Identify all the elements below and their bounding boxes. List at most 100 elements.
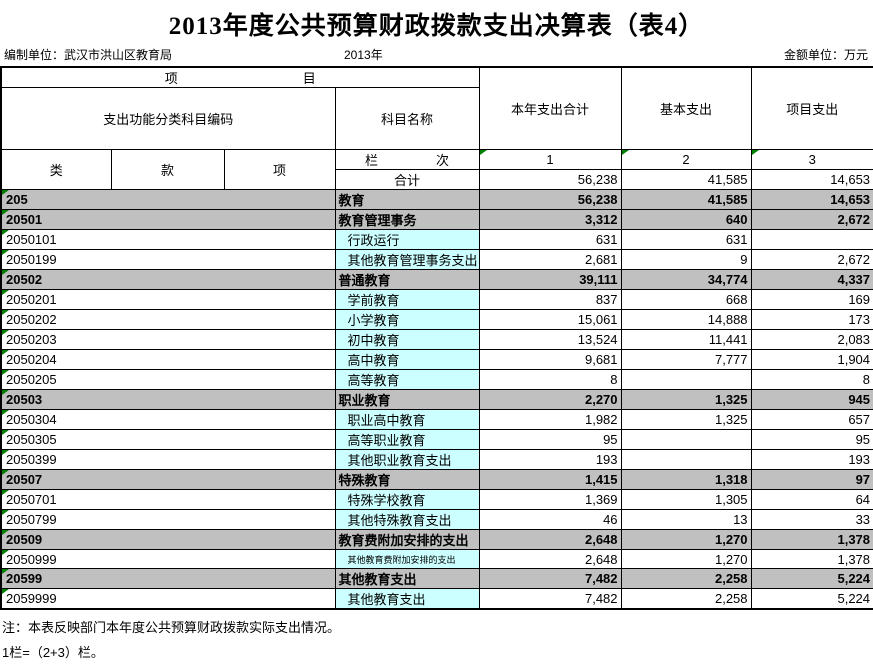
row-code: 2050202	[6, 312, 57, 327]
header-project-right: 目	[302, 71, 316, 86]
header-item-label: 项	[223, 149, 336, 190]
amount-cell: 14,653	[750, 189, 873, 210]
subject-name-cell: 其他教育费附加安排的支出	[334, 549, 480, 569]
number-as-text-indicator-icon	[2, 470, 9, 475]
subject-name-cell: 教育管理事务	[334, 209, 480, 230]
year-label: 2013年	[344, 48, 383, 62]
row-code: 2050204	[6, 352, 57, 367]
table-row: 2050199 其他教育管理事务支出 2,681 9 2,672	[0, 249, 873, 270]
row-code: 2050101	[6, 232, 57, 247]
row-code: 20501	[6, 212, 43, 227]
number-as-text-indicator-icon	[2, 290, 9, 295]
row-code-cell: 2050203	[0, 329, 336, 350]
amount-cell: 2,672	[750, 209, 873, 230]
subject-name-cell: 特殊学校教育	[334, 489, 480, 510]
subject-name-cell: 初中教育	[334, 329, 480, 350]
amount-cell: 1,325	[620, 409, 752, 430]
header-class-label: 类	[0, 149, 112, 190]
amount-cell: 668	[620, 289, 752, 310]
table-row: 2050799 其他特殊教育支出 46 13 33	[0, 509, 873, 530]
amount-cell: 13,524	[478, 329, 622, 350]
table-row: 2059999 其他教育支出 7,482 2,258 5,224	[0, 588, 873, 610]
amount-cell: 41,585	[620, 189, 752, 210]
amount-cell: 3,312	[478, 209, 622, 230]
amount-cell: 945	[750, 389, 873, 410]
amount-cell: 11,441	[620, 329, 752, 350]
row-code: 20509	[6, 532, 43, 547]
amount-cell: 173	[750, 309, 873, 330]
number-as-text-indicator-icon	[2, 490, 9, 495]
header-row-columns: 类 款 项 栏次 1 2 3	[0, 149, 873, 190]
unit-label: 金额单位：万元	[783, 48, 868, 62]
row-code: 20502	[6, 272, 43, 287]
number-as-text-indicator-icon	[2, 350, 9, 355]
amount-cell: 1,982	[478, 409, 622, 430]
number-as-text-indicator-icon	[2, 569, 9, 574]
number-as-text-indicator-icon	[2, 270, 9, 275]
row-code-cell: 2059999	[0, 588, 336, 610]
page-title: 2013年度公共预算财政拨款支出决算表（表4）	[168, 13, 705, 40]
number-as-text-indicator-icon	[2, 210, 9, 215]
amount-cell: 56,238	[478, 189, 622, 210]
number-as-text-indicator-icon	[2, 450, 9, 455]
row-code: 2050305	[6, 432, 57, 447]
amount-cell: 46	[478, 509, 622, 530]
amount-cell: 1,378	[750, 549, 873, 569]
table-row: 2050701 特殊学校教育 1,369 1,305 64	[0, 489, 873, 510]
row-code: 2050399	[6, 452, 57, 467]
header-basic-expenditure: 基本支出	[620, 66, 752, 150]
number-as-text-indicator-icon	[2, 530, 9, 535]
total-row-label: 合计	[334, 169, 480, 190]
row-code: 2050304	[6, 412, 57, 427]
subject-name-cell: 教育	[334, 189, 480, 210]
amount-cell: 193	[478, 449, 622, 470]
amount-cell: 33	[750, 509, 873, 530]
subject-name-cell: 高等教育	[334, 369, 480, 390]
amount-cell: 95	[750, 429, 873, 450]
subject-name-cell: 学前教育	[334, 289, 480, 310]
amount-cell: 13	[620, 509, 752, 530]
row-code: 2050201	[6, 292, 57, 307]
amount-cell: 640	[620, 209, 752, 230]
total-amount-3: 14,653	[750, 169, 873, 190]
amount-cell: 2,681	[478, 249, 622, 270]
amount-cell: 95	[478, 429, 622, 450]
number-as-text-indicator-icon	[2, 589, 9, 594]
subject-name-cell: 其他教育管理事务支出	[334, 249, 480, 270]
subject-name-cell: 其他职业教育支出	[334, 449, 480, 470]
amount-cell	[620, 449, 752, 470]
row-code: 2050799	[6, 512, 57, 527]
amount-cell: 657	[750, 409, 873, 430]
table-row: 2050101 行政运行 631 631	[0, 229, 873, 250]
row-code: 205	[6, 192, 28, 207]
amount-cell: 8	[478, 369, 622, 390]
amount-cell: 2,648	[478, 529, 622, 550]
row-code: 20507	[6, 472, 43, 487]
header-project-expenditure: 项目支出	[750, 66, 873, 150]
header-section-label: 款	[110, 149, 225, 190]
subject-name-cell: 高等职业教育	[334, 429, 480, 450]
amount-cell: 9,681	[478, 349, 622, 370]
table-row: 2050304 职业高中教育 1,982 1,325 657	[0, 409, 873, 430]
header-project-label: 项目	[0, 66, 480, 88]
header-project-left: 项	[164, 71, 178, 86]
amount-cell: 5,224	[750, 568, 873, 589]
total-amount-1: 56,238	[478, 169, 622, 190]
amount-cell: 39,111	[478, 269, 622, 290]
number-as-text-indicator-icon	[2, 190, 9, 195]
amount-cell: 2,083	[750, 329, 873, 350]
table-row: 2050203 初中教育 13,524 11,441 2,083	[0, 329, 873, 350]
row-code-cell: 2050799	[0, 509, 336, 530]
amount-cell: 631	[478, 229, 622, 250]
row-code-cell: 2050201	[0, 289, 336, 310]
column-number-3: 3	[750, 149, 873, 170]
row-code-cell: 20507	[0, 469, 336, 490]
number-as-text-indicator-icon	[2, 510, 9, 515]
prepared-by-label: 编制单位：武汉市洪山区教育局	[4, 48, 173, 62]
table-body: 205 教育 56,238 41,585 14,653 20501 教育管理事务 3,312 6…	[0, 189, 873, 610]
table-row: 20507 特殊教育 1,415 1,318 97	[0, 469, 873, 490]
amount-cell: 5,224	[750, 588, 873, 610]
amount-cell: 1,904	[750, 349, 873, 370]
footnotes: 注：本表反映部门本年度公共预算财政拨款实际支出情况。 1栏=（2+3）栏。	[0, 615, 873, 665]
table-row: 2050205 高等教育 8 8	[0, 369, 873, 390]
